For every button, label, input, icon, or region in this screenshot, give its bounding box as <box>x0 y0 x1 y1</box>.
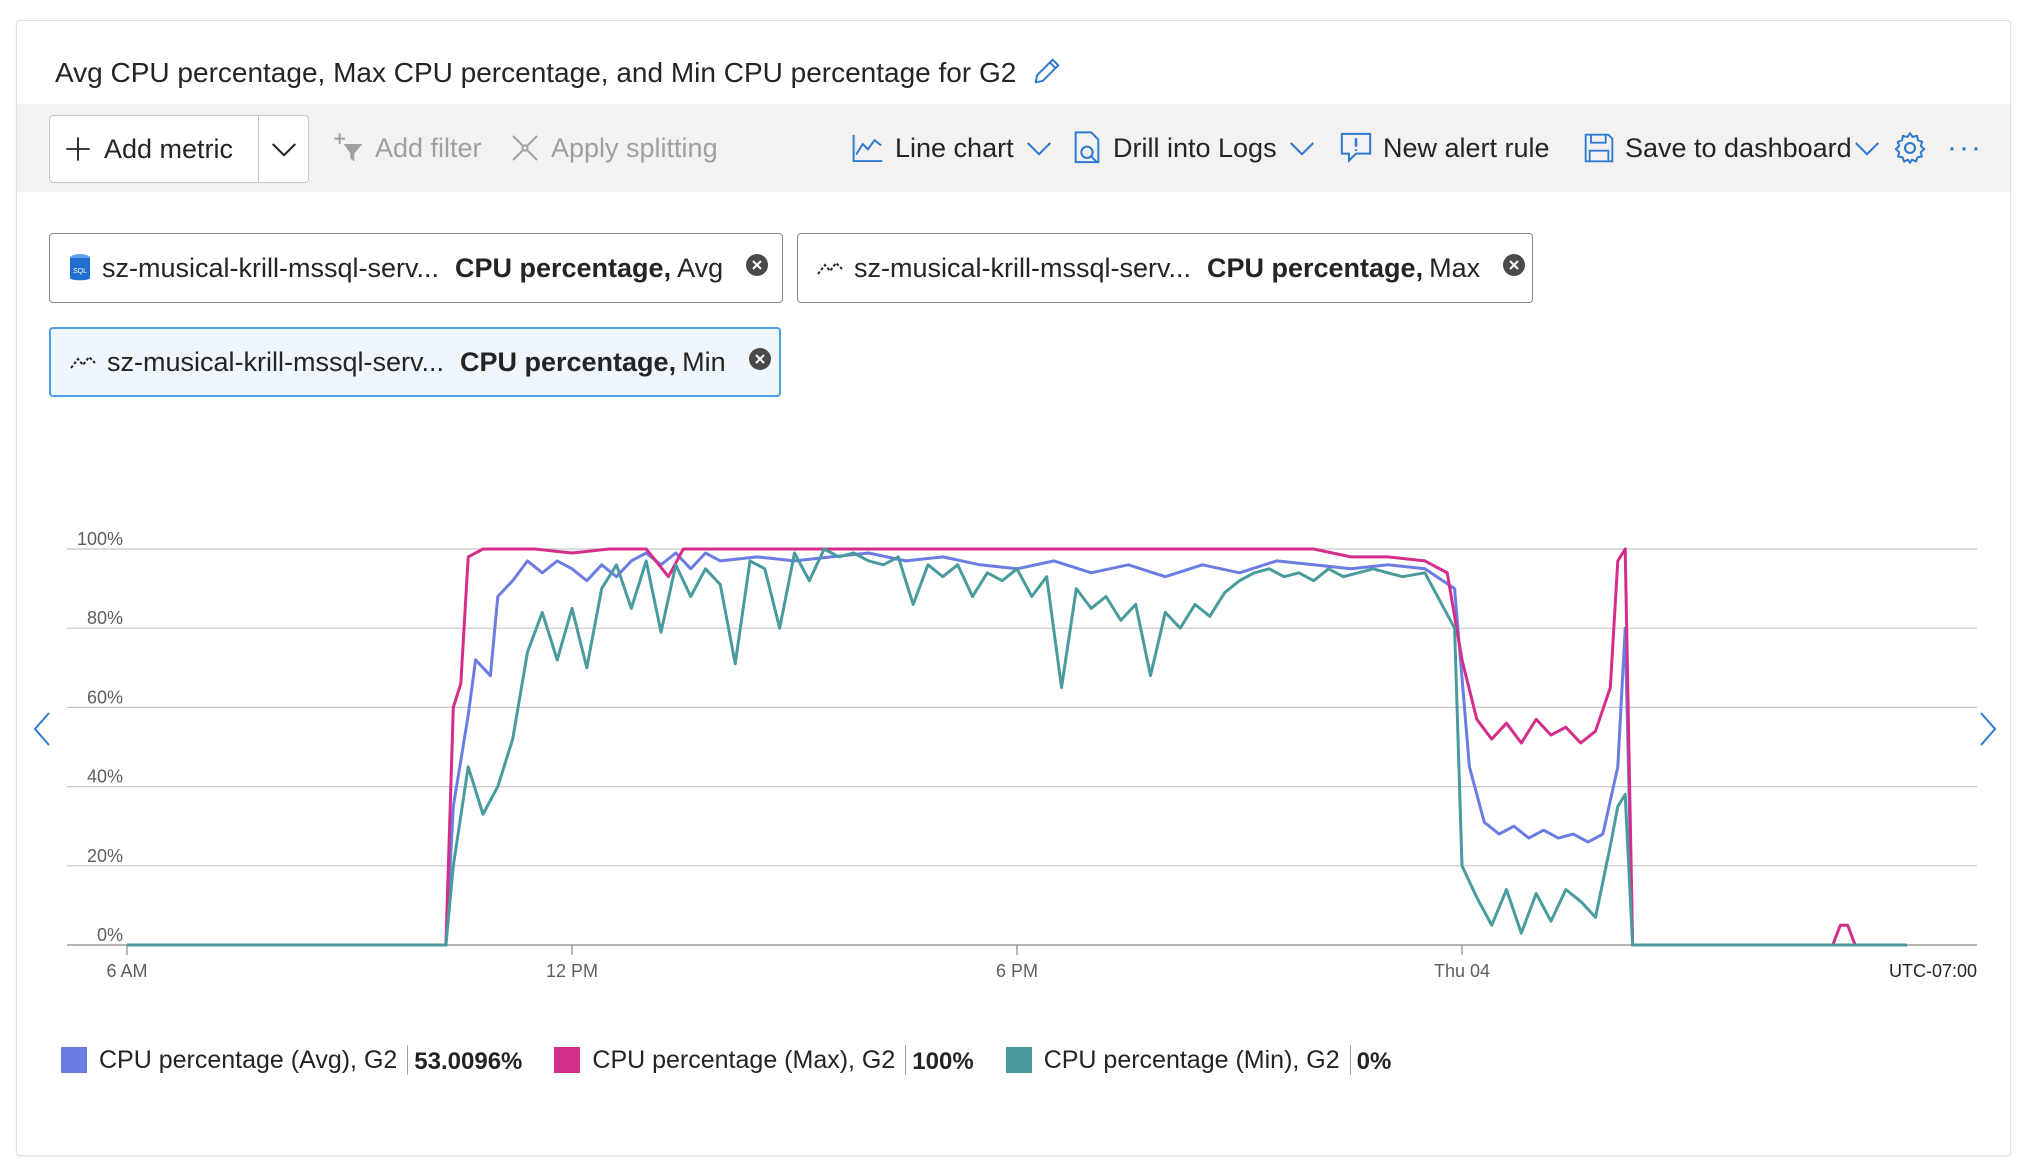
y-tick-label: 80% <box>87 608 123 628</box>
legend-item-avg[interactable]: CPU percentage (Avg), G2 53.0096% <box>61 1045 522 1075</box>
pill-aggregation: Avg <box>677 252 724 283</box>
pill-resource-name: sz-musical-krill-mssql-serv... <box>102 252 439 283</box>
x-tick-label: 6 AM <box>106 961 147 981</box>
series-line-min <box>127 547 1907 947</box>
apply-splitting-button[interactable]: Apply splitting <box>509 104 718 192</box>
drill-into-logs-button[interactable]: Drill into Logs <box>1071 104 1317 192</box>
timezone-label: UTC-07:00 <box>1889 961 1977 981</box>
x-tick-label: Thu 04 <box>1434 961 1490 981</box>
chart-legend: CPU percentage (Avg), G2 53.0096% CPU pe… <box>61 1039 1423 1081</box>
add-metric-button[interactable]: Add metric <box>50 116 258 182</box>
metric-pill-avg[interactable]: SQL sz-musical-krill-mssql-serv... CPU p… <box>49 233 783 303</box>
chart-title: Avg CPU percentage, Max CPU percentage, … <box>55 57 1017 88</box>
y-tick-label: 40% <box>87 767 123 787</box>
gear-icon <box>1894 132 1926 164</box>
remove-metric-icon[interactable] <box>1502 253 1526 284</box>
pill-aggregation: Max <box>1429 252 1481 283</box>
legend-value: 0% <box>1349 1045 1391 1075</box>
splitting-icon <box>512 135 538 161</box>
pill-metric-name: CPU percentage, <box>1207 252 1424 283</box>
save-icon <box>1584 133 1614 163</box>
y-tick-label: 0% <box>97 925 123 945</box>
line-chart[interactable]: 100% 80% 60% 40% 20% 0% 6 AM 12 PM 6 PM Thu 04 UTC… <box>17 21 2010 1021</box>
remove-metric-icon[interactable] <box>745 253 769 284</box>
toolbar: Add metric Add filter Apply splitting Li… <box>17 104 2010 192</box>
legend-label: CPU percentage (Min), G2 <box>1043 1045 1340 1074</box>
series-line-avg <box>127 551 1907 947</box>
pill-resource-name: sz-musical-krill-mssql-serv... <box>854 252 1191 283</box>
pill-resource-name: sz-musical-krill-mssql-serv... <box>107 346 444 377</box>
x-tick-label: 6 PM <box>996 961 1038 981</box>
title-row: Avg CPU percentage, Max CPU percentage, … <box>55 43 1064 103</box>
metrics-card: Avg CPU percentage, Max CPU percentage, … <box>16 20 2011 1156</box>
x-tick-label: 12 PM <box>546 961 598 981</box>
y-tick-label: 20% <box>87 846 123 866</box>
add-metric-split-button[interactable]: Add metric <box>49 115 309 183</box>
series-line-max <box>127 547 1863 947</box>
legend-value: 53.0096% <box>407 1045 522 1075</box>
save-to-dashboard-button[interactable]: Save to dashboard <box>1583 104 1882 192</box>
legend-swatch <box>554 1047 581 1073</box>
filter-add-icon <box>334 133 363 162</box>
apply-splitting-label: Apply splitting <box>551 132 718 163</box>
line-chart-button[interactable]: Line chart <box>851 104 1054 192</box>
metric-line-icon <box>70 355 96 369</box>
save-to-dashboard-label: Save to dashboard <box>1625 132 1852 163</box>
pill-metric-name: CPU percentage, <box>455 252 672 283</box>
legend-item-max[interactable]: CPU percentage (Max), G2 100% <box>554 1045 974 1075</box>
new-alert-rule-button[interactable]: New alert rule <box>1339 104 1550 192</box>
alert-icon <box>1340 132 1372 164</box>
legend-swatch <box>61 1047 87 1073</box>
chevron-down-icon <box>1289 142 1314 156</box>
drill-into-logs-label: Drill into Logs <box>1113 132 1277 163</box>
pill-metric-name: CPU percentage, <box>460 346 677 377</box>
metric-pill-max[interactable]: sz-musical-krill-mssql-serv... CPU perce… <box>797 233 1533 303</box>
edit-title-icon[interactable] <box>1030 54 1064 93</box>
legend-label: CPU percentage (Avg), G2 <box>99 1045 398 1074</box>
add-filter-label: Add filter <box>375 132 482 163</box>
chevron-left-icon[interactable] <box>31 711 55 752</box>
settings-button[interactable] <box>1893 104 1927 192</box>
sql-database-icon: SQL <box>70 254 90 281</box>
metric-pill-min[interactable]: sz-musical-krill-mssql-serv... CPU perce… <box>49 327 781 397</box>
line-chart-label: Line chart <box>895 132 1014 163</box>
legend-swatch <box>1005 1047 1032 1073</box>
legend-item-min[interactable]: CPU percentage (Min), G2 0% <box>1005 1045 1391 1075</box>
add-metric-dropdown[interactable] <box>259 116 308 182</box>
chevron-down-icon <box>271 143 296 157</box>
legend-label: CPU percentage (Max), G2 <box>592 1045 896 1074</box>
more-options-button[interactable]: ··· <box>1947 131 1983 164</box>
chevron-right-icon[interactable] <box>1975 711 1999 752</box>
chevron-down-icon <box>1026 142 1051 156</box>
chevron-down-icon <box>1854 142 1879 156</box>
line-chart-icon <box>852 134 883 163</box>
legend-value: 100% <box>905 1045 974 1075</box>
remove-metric-icon[interactable] <box>748 347 772 378</box>
metric-line-icon <box>817 261 843 275</box>
pill-aggregation: Min <box>682 346 726 377</box>
add-filter-button[interactable]: Add filter <box>333 104 482 192</box>
plus-icon <box>66 137 90 161</box>
svg-text:SQL: SQL <box>73 268 87 275</box>
new-alert-rule-label: New alert rule <box>1383 132 1550 163</box>
add-metric-label: Add metric <box>104 133 234 164</box>
y-tick-label: 100% <box>77 529 123 549</box>
y-tick-label: 60% <box>87 687 123 707</box>
logs-icon <box>1074 131 1100 164</box>
